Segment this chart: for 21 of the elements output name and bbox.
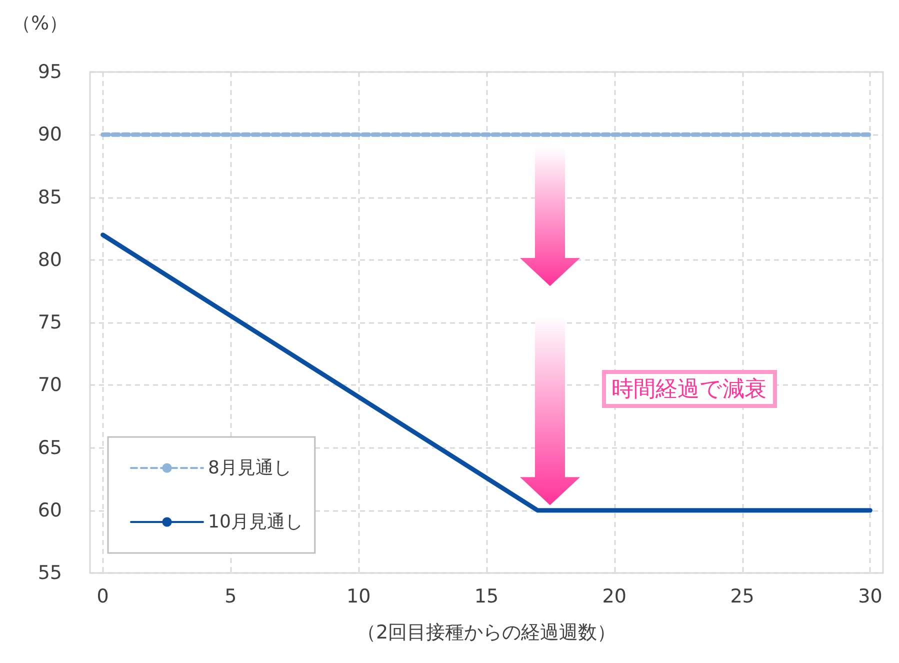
x-tick-label: 5 — [224, 586, 237, 608]
legend-label: 8月見通し — [208, 458, 292, 478]
y-tick-label: 75 — [38, 312, 62, 334]
x-tick-label: 25 — [730, 586, 754, 608]
x-tick-label: 10 — [346, 586, 371, 608]
x-tick-label: 30 — [858, 586, 882, 608]
y-tick-label: 60 — [38, 499, 62, 522]
y-axis-title: （%） — [12, 12, 68, 34]
x-tick-label: 20 — [602, 586, 626, 608]
y-tick-label: 95 — [38, 61, 62, 83]
legend-label: 10月見通し — [208, 512, 303, 532]
y-tick-label: 65 — [38, 436, 62, 459]
x-tick-label: 15 — [474, 586, 499, 608]
annotation: 時間経過で減衰 — [602, 370, 777, 408]
y-tick-label: 90 — [38, 124, 62, 146]
y-tick-label: 55 — [38, 562, 62, 584]
y-tick-label: 80 — [38, 248, 62, 271]
y-tick-label: 85 — [38, 186, 62, 208]
x-axis-title: （2回目接種からの経過週数） — [356, 622, 616, 644]
y-tick-label: 70 — [38, 374, 62, 396]
x-tick-label: 0 — [96, 586, 109, 608]
